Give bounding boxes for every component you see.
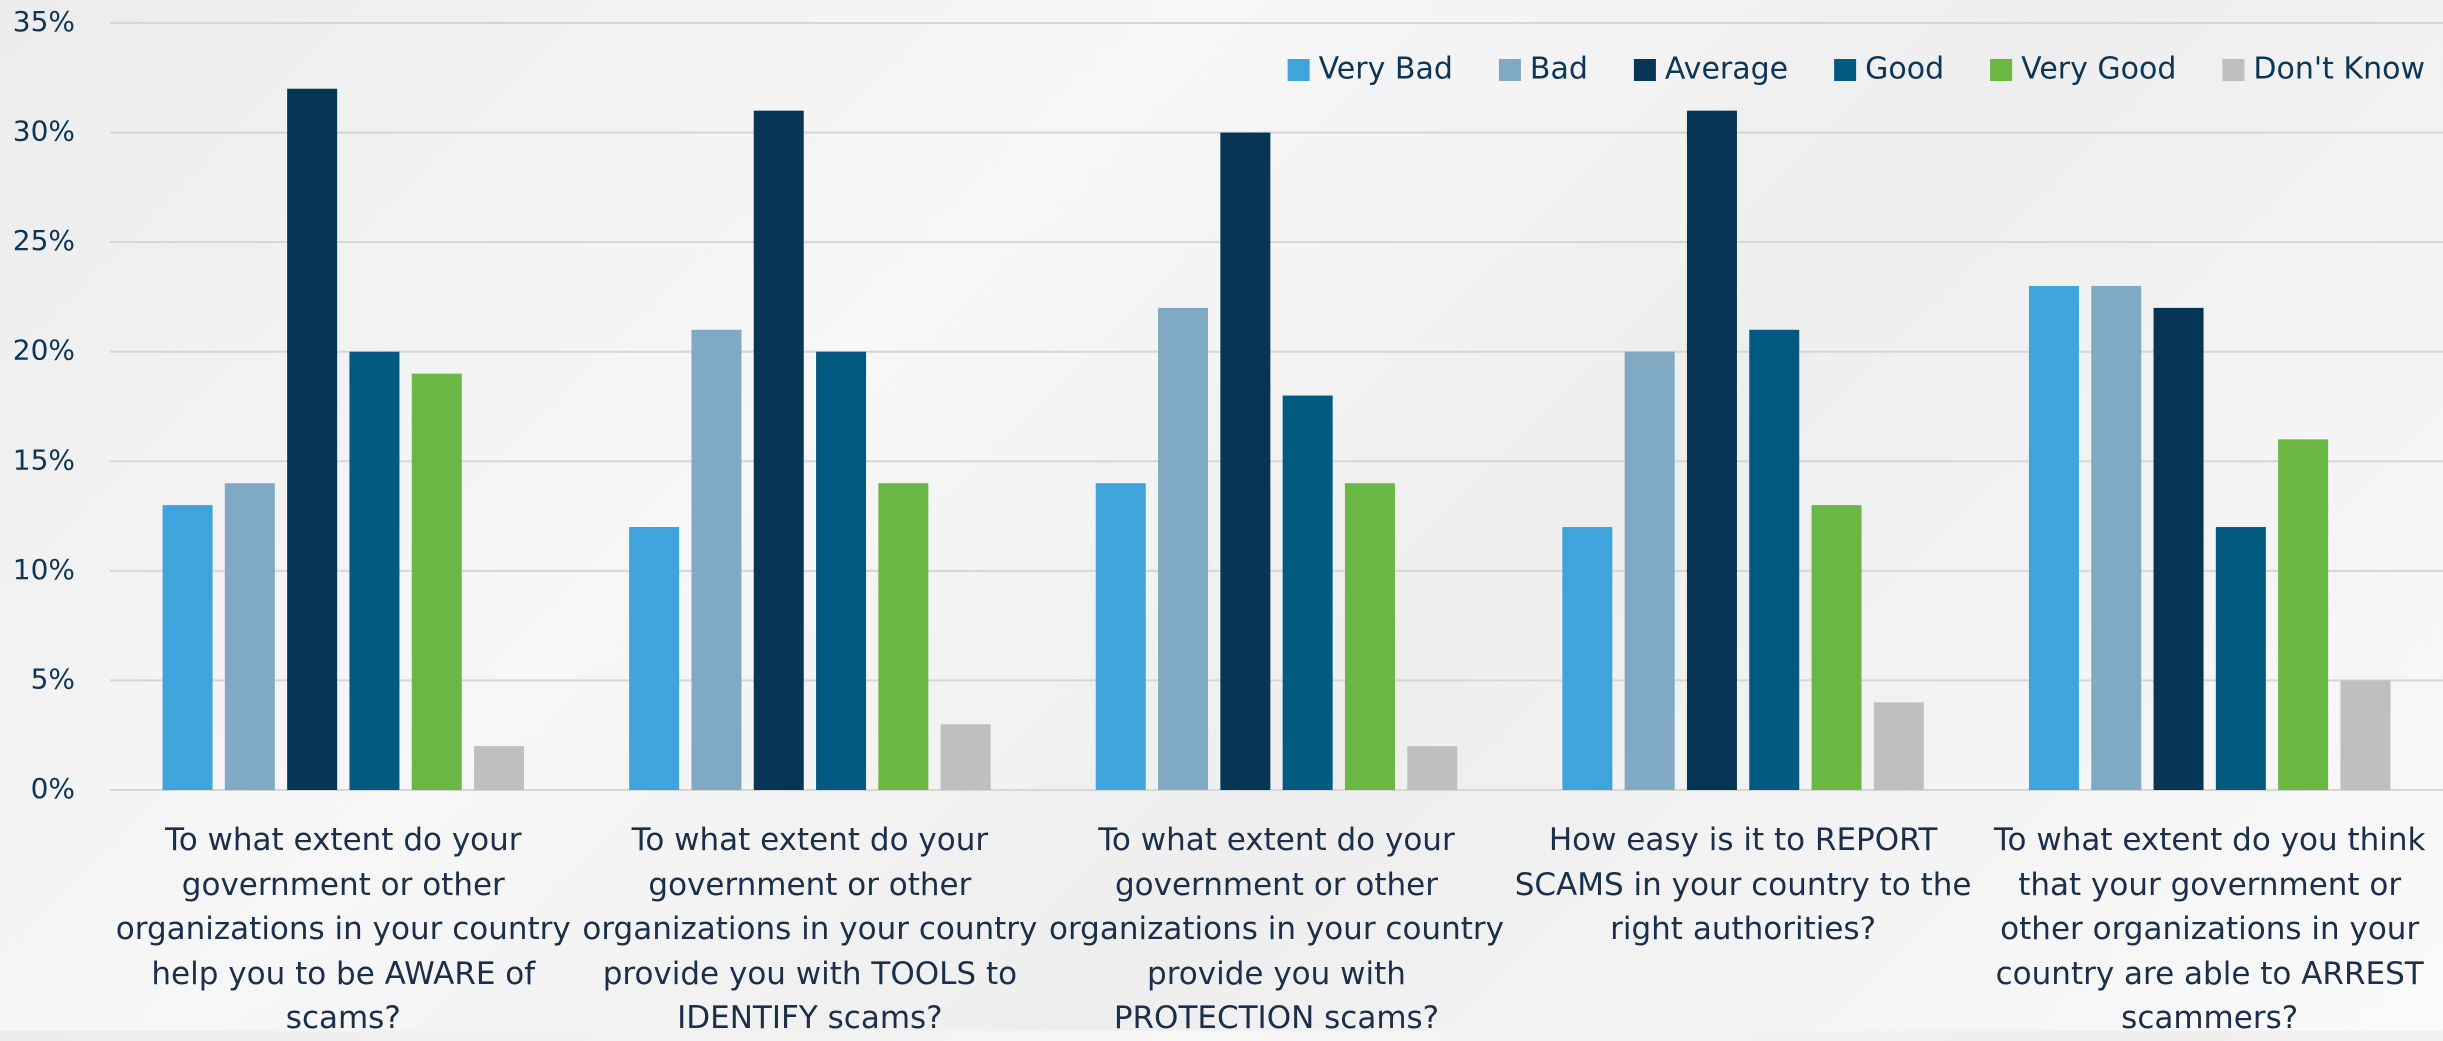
legend-swatch xyxy=(1990,59,2013,81)
y-tick-label: 30% xyxy=(13,115,75,148)
legend-label: Very Bad xyxy=(1319,52,1453,87)
y-tick-label: 20% xyxy=(13,334,75,367)
bar xyxy=(2340,680,2391,790)
y-tick-label: 35% xyxy=(13,5,75,38)
bar xyxy=(629,527,680,790)
legend-swatch xyxy=(1834,59,1857,81)
y-tick-label: 15% xyxy=(13,443,75,476)
legend-swatch xyxy=(1498,59,1521,81)
x-tick-label: To what extent do your government or oth… xyxy=(582,822,1038,1036)
x-tick-label: To what extent do your government or oth… xyxy=(115,822,571,1036)
bar xyxy=(1873,702,1924,790)
bar xyxy=(691,329,742,790)
bar xyxy=(474,746,525,790)
bar xyxy=(1562,527,1613,790)
legend-label: Bad xyxy=(1530,52,1588,87)
legend-swatch xyxy=(2222,59,2245,81)
bar xyxy=(1220,132,1271,791)
bar xyxy=(1686,110,1737,790)
legend-label: Average xyxy=(1665,52,1788,87)
bar xyxy=(287,88,338,790)
y-tick-label: 10% xyxy=(13,553,75,586)
bar xyxy=(2153,307,2204,790)
bar xyxy=(1344,483,1395,790)
bar xyxy=(224,483,275,790)
legend-label: Good xyxy=(1865,52,1944,87)
y-tick-label: 25% xyxy=(13,224,75,257)
bar xyxy=(2028,285,2079,790)
legend-label: Very Good xyxy=(2021,52,2176,87)
bar xyxy=(1624,351,1675,790)
y-tick-label: 5% xyxy=(31,662,75,695)
bar xyxy=(2215,527,2266,790)
bar xyxy=(1095,483,1146,790)
bar xyxy=(753,110,804,790)
legend-label: Don't Know xyxy=(2253,52,2425,87)
bar xyxy=(1811,505,1862,790)
bar xyxy=(1749,329,1800,790)
bar xyxy=(162,505,213,790)
y-tick-label: 0% xyxy=(31,772,75,805)
x-tick-label: How easy is it to REPORT SCAMS in your c… xyxy=(1514,822,1972,947)
bar xyxy=(940,724,991,790)
bar xyxy=(2091,285,2142,790)
bar xyxy=(411,373,462,790)
legend-swatch xyxy=(1287,59,1310,81)
x-tick-label: To what extent do your government or oth… xyxy=(1048,822,1504,1036)
bar xyxy=(1407,746,1458,790)
bar xyxy=(2278,439,2329,790)
bar xyxy=(1158,307,1209,790)
bar xyxy=(1282,395,1333,790)
bar xyxy=(878,483,929,790)
bar xyxy=(816,351,867,790)
legend-swatch xyxy=(1633,59,1656,81)
x-tick-label: To what extent do you think that your go… xyxy=(1993,822,2426,1036)
bar xyxy=(349,351,400,790)
